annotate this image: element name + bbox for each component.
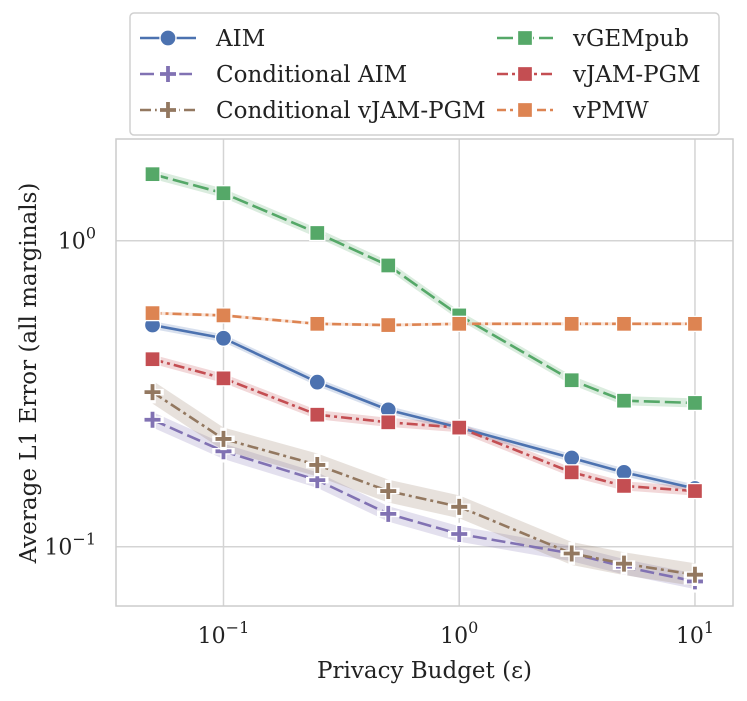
legend-label: Conditional vJAM-PGM bbox=[216, 98, 486, 124]
vjam-pgm-point bbox=[215, 370, 232, 387]
conditional-vjam-pgm-point bbox=[447, 495, 471, 519]
x-axis-label: Privacy Budget (ε) bbox=[317, 658, 532, 684]
y-tick-label-exponent: 0 bbox=[86, 224, 96, 243]
aim-point bbox=[308, 373, 326, 391]
vjam-pgm-point bbox=[380, 414, 397, 431]
vpmw-point bbox=[451, 315, 468, 332]
legend-marker bbox=[156, 62, 180, 86]
vpmw-point bbox=[615, 315, 633, 332]
conditional-vjam-pgm-point bbox=[612, 552, 636, 575]
vjam-pgm-point bbox=[144, 351, 161, 368]
legend-item-vgempub: vGEMpub bbox=[497, 26, 689, 52]
conditional-aim-point bbox=[447, 522, 471, 546]
conditional-aim-point bbox=[377, 502, 400, 526]
vgempub-point bbox=[615, 392, 633, 409]
legend-label: AIM bbox=[215, 26, 265, 52]
x-tick-label-base: 10 bbox=[676, 624, 704, 649]
vpmw-point bbox=[309, 315, 326, 332]
legend-item-conditional-aim: Conditional AIM bbox=[140, 62, 407, 88]
vpmw-point bbox=[563, 315, 580, 332]
conditional-vjam-pgm-point bbox=[560, 542, 583, 565]
vpmw-point bbox=[144, 304, 161, 322]
series-markers bbox=[141, 166, 707, 593]
vgempub-point bbox=[215, 185, 232, 202]
conditional-aim-point bbox=[141, 408, 164, 431]
vpmw-point bbox=[215, 307, 232, 324]
vjam-pgm-line bbox=[152, 357, 696, 493]
x-tick-label-exponent: 1 bbox=[704, 618, 714, 637]
legend-label: vJAM-PGM bbox=[572, 62, 701, 88]
aim-band bbox=[152, 321, 695, 493]
legend-marker bbox=[516, 65, 534, 83]
legend-item-conditional-vjam-pgm: Conditional vJAM-PGM bbox=[140, 98, 486, 124]
legend-box bbox=[129, 12, 720, 136]
x-tick-label-exponent: −1 bbox=[226, 618, 250, 637]
legend-label: Conditional AIM bbox=[216, 62, 407, 88]
vpmw-line bbox=[152, 311, 695, 327]
aim-line bbox=[152, 323, 696, 490]
conditional-vjam-pgm-point bbox=[212, 427, 235, 451]
vjam-pgm-point bbox=[615, 477, 633, 495]
aim-point bbox=[563, 449, 581, 467]
vjam-pgm-point bbox=[451, 419, 468, 436]
legend-marker bbox=[516, 29, 534, 47]
x-tick-label-base: 10 bbox=[440, 624, 468, 649]
x-tick-label: 101 bbox=[676, 618, 714, 649]
vgempub-point bbox=[686, 394, 704, 412]
legend-label: vPMW bbox=[572, 98, 649, 124]
y-tick-label-exponent: −1 bbox=[72, 530, 96, 549]
plot-frame bbox=[115, 138, 734, 607]
x-tick-label: 10−1 bbox=[198, 618, 250, 649]
vgempub-point bbox=[563, 372, 580, 389]
legend-marker bbox=[516, 101, 534, 119]
legend-label: vGEMpub bbox=[572, 26, 689, 52]
vgempub-point bbox=[309, 224, 326, 242]
y-tick-label-base: 10 bbox=[58, 230, 86, 255]
vgempub-band bbox=[152, 169, 695, 408]
legend-item-vpmw: vPMW bbox=[497, 98, 649, 124]
conditional-vjam-pgm-point bbox=[377, 479, 400, 503]
x-tick-label: 100 bbox=[440, 618, 478, 649]
vjam-pgm-point bbox=[686, 482, 704, 500]
legend-marker bbox=[159, 29, 177, 47]
vjam-pgm-point bbox=[563, 464, 580, 481]
confidence-bands bbox=[152, 169, 695, 590]
y-tick-label: 100 bbox=[58, 224, 96, 255]
vjam-pgm-point bbox=[309, 406, 326, 423]
conditional-aim-band bbox=[152, 411, 695, 590]
y-axis-label: Average L1 Error (all marginals) bbox=[16, 183, 42, 565]
legend-marker bbox=[156, 98, 180, 122]
legend-item-vjam-pgm: vJAM-PGM bbox=[497, 62, 701, 88]
vpmw-point bbox=[380, 316, 397, 334]
aim-point bbox=[214, 329, 233, 347]
x-tick-label-exponent: 0 bbox=[468, 618, 478, 637]
y-tick-label: 10−1 bbox=[44, 530, 96, 561]
x-tick-label-base: 10 bbox=[198, 624, 226, 649]
vpmw-point bbox=[686, 315, 704, 332]
y-tick-label-base: 10 bbox=[44, 536, 72, 561]
conditional-vjam-pgm-point bbox=[683, 563, 707, 586]
legend-item-aim: AIM bbox=[140, 26, 265, 52]
legend: AIM Conditional AIM Conditional vJAM-PGM vG… bbox=[129, 12, 720, 136]
conditional-vjam-pgm-line bbox=[151, 391, 696, 576]
vgempub-point bbox=[144, 166, 161, 183]
vgempub-line bbox=[152, 172, 696, 405]
vgempub-point bbox=[380, 257, 397, 274]
conditional-vjam-pgm-point bbox=[306, 453, 329, 477]
conditional-vjam-pgm-point bbox=[141, 380, 164, 404]
